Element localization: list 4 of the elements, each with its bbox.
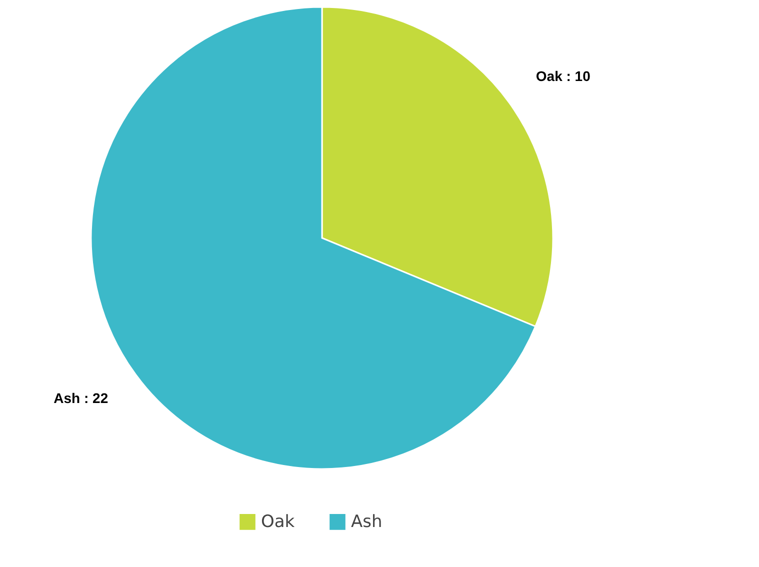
data-label: Oak : 10: [536, 68, 591, 84]
legend-label: Oak: [261, 512, 295, 532]
data-label: Ash : 22: [54, 390, 108, 406]
legend-label: Ash: [351, 512, 382, 532]
